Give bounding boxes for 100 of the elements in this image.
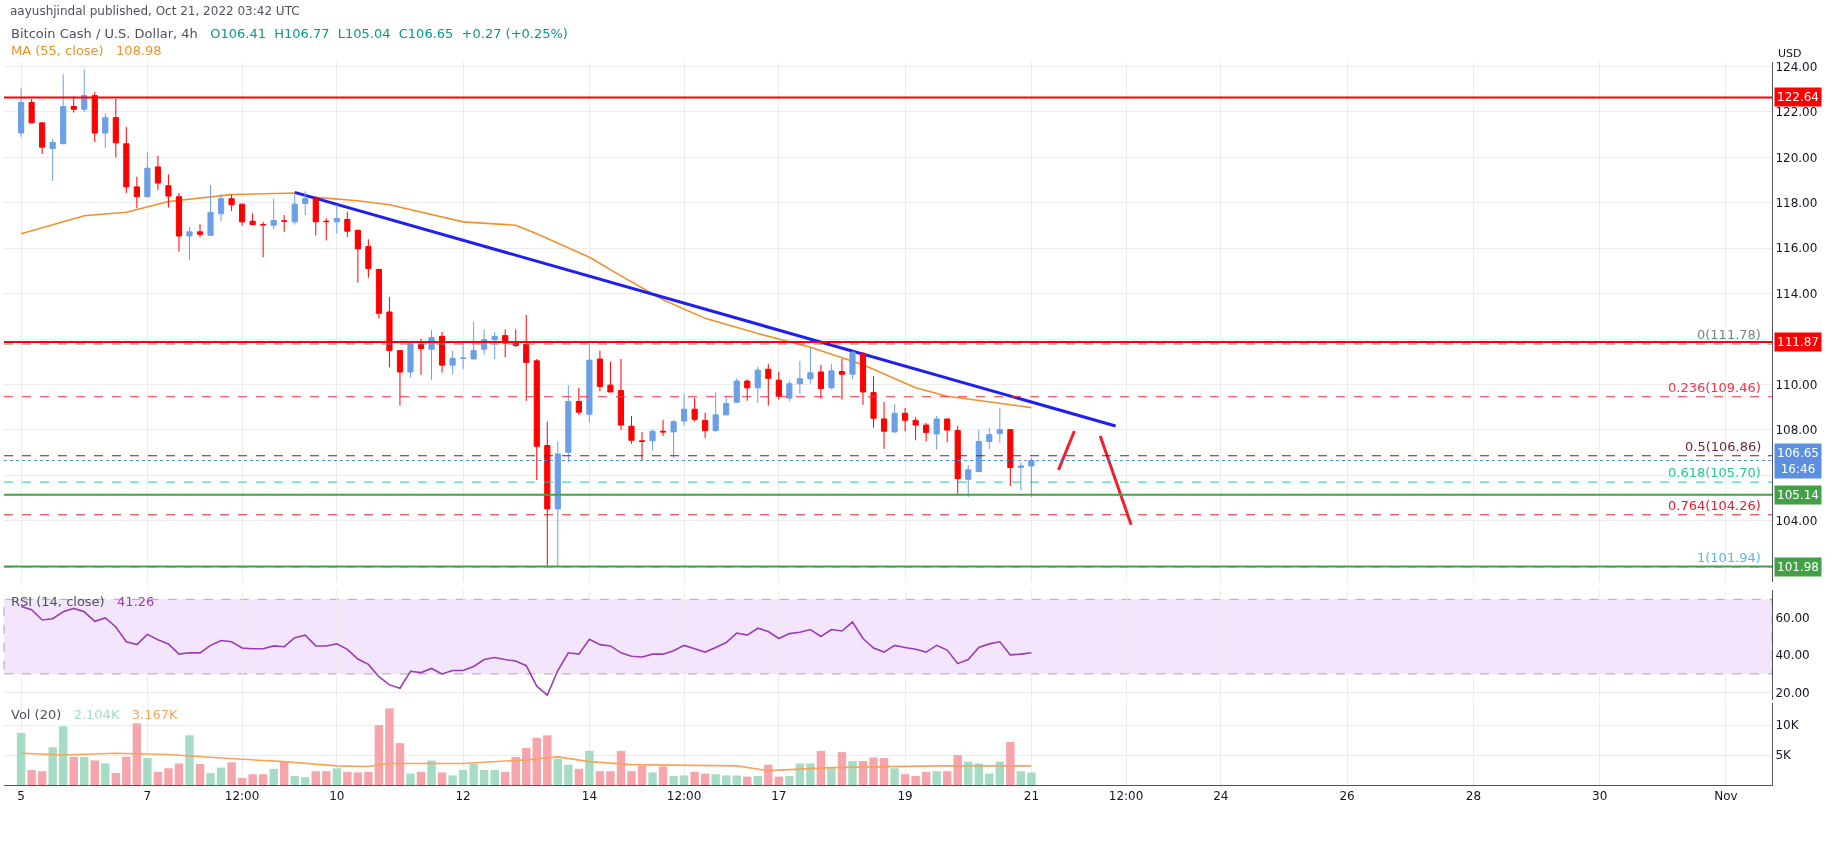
bar (416, 771, 426, 785)
y-tick-label: 40.00 (1775, 648, 1810, 663)
candlestick (260, 221, 267, 258)
candlestick (18, 87, 25, 138)
bar (458, 770, 468, 785)
ref-line-label: 0.764(104.26) (1668, 498, 1761, 513)
candlestick (354, 229, 361, 284)
candlestick (754, 366, 761, 404)
candlestick (1017, 461, 1024, 491)
bar (837, 752, 847, 785)
chart-title: Vol (20) (11, 707, 62, 722)
candlestick (986, 427, 993, 450)
candlestick (102, 112, 109, 149)
bar (721, 775, 731, 785)
candlestick (712, 391, 719, 433)
bar (985, 773, 994, 785)
x-tick-label: 17 (771, 789, 787, 804)
bar (732, 775, 741, 785)
candlestick (975, 429, 982, 473)
candlestick (196, 223, 204, 238)
bar (27, 770, 36, 785)
candlestick (365, 238, 372, 279)
chart-title: RSI (14, close) (11, 594, 105, 609)
bar (911, 776, 920, 785)
text: aayushjindal published, Oct 21, 2022 03:42 UTC (10, 4, 300, 18)
bar (448, 775, 457, 785)
x-tick-label: 12:00 (1108, 789, 1144, 804)
line-series (20, 605, 1033, 696)
candlestick (228, 194, 235, 212)
bar (269, 768, 278, 785)
bar (616, 750, 626, 785)
bar (500, 771, 510, 785)
bar (690, 771, 699, 785)
candlestick (460, 342, 467, 370)
y-tick-label: 5K (1775, 748, 1793, 763)
candlestick (133, 176, 140, 209)
ref-line-label: 122.64 (1777, 90, 1819, 104)
bar (427, 760, 436, 785)
bar (174, 763, 184, 785)
candlestick (154, 155, 161, 191)
candlestick (575, 387, 582, 416)
candlestick (617, 358, 625, 431)
y-tick-label: 10K (1775, 718, 1800, 733)
bar (48, 747, 57, 785)
bar (711, 774, 720, 785)
bar (627, 771, 636, 785)
y-tick-label: 108.00 (1775, 423, 1818, 438)
bar (848, 761, 857, 785)
y-tick-label: 118.00 (1775, 195, 1818, 210)
x-tick-label: 7 (143, 789, 152, 804)
candlestick (39, 121, 46, 155)
bar (90, 760, 99, 785)
bar (932, 771, 941, 785)
bar (806, 763, 815, 785)
candlestick (628, 415, 635, 445)
bar (743, 776, 752, 785)
bar (153, 771, 163, 785)
text: 108.98 (116, 42, 162, 58)
bar (185, 735, 194, 785)
candlestick (49, 138, 56, 182)
bar (227, 762, 236, 785)
ref-line-label: 111.87 (1777, 335, 1819, 349)
candlestick (1028, 457, 1035, 498)
bar (332, 768, 342, 785)
candlestick (933, 415, 940, 451)
candlestick (765, 363, 772, 407)
bar (574, 768, 584, 785)
candlestick (270, 198, 277, 230)
candlestick (786, 379, 793, 402)
candlestick (828, 363, 835, 390)
bar (343, 771, 352, 785)
candlestick (649, 429, 656, 452)
y-axis-title: USD (1778, 47, 1802, 60)
candlestick (302, 190, 309, 216)
bar (637, 765, 647, 785)
candlestick (996, 407, 1003, 444)
bar (216, 767, 226, 785)
candlestick (670, 419, 677, 459)
bar (764, 764, 773, 785)
candlestick (312, 195, 319, 236)
candlestick (807, 347, 814, 385)
bar (490, 770, 499, 785)
bar (921, 771, 931, 785)
bar (80, 756, 89, 785)
bar (679, 775, 689, 785)
candlestick (323, 217, 330, 241)
bar (374, 725, 384, 785)
candlestick (912, 416, 919, 441)
candlestick (81, 68, 88, 113)
candlestick (596, 350, 603, 392)
y-tick-label: 122.00 (1775, 105, 1818, 120)
ref-line-label: 0.5(106.86) (1685, 439, 1762, 454)
x-tick-label: 5 (17, 789, 25, 804)
bar (595, 771, 605, 785)
candlestick (849, 350, 856, 380)
candlestick (733, 377, 740, 404)
bar (385, 708, 394, 785)
annotation: 3.167K (131, 707, 179, 722)
candlestick (333, 204, 340, 235)
candlestick (723, 395, 730, 416)
